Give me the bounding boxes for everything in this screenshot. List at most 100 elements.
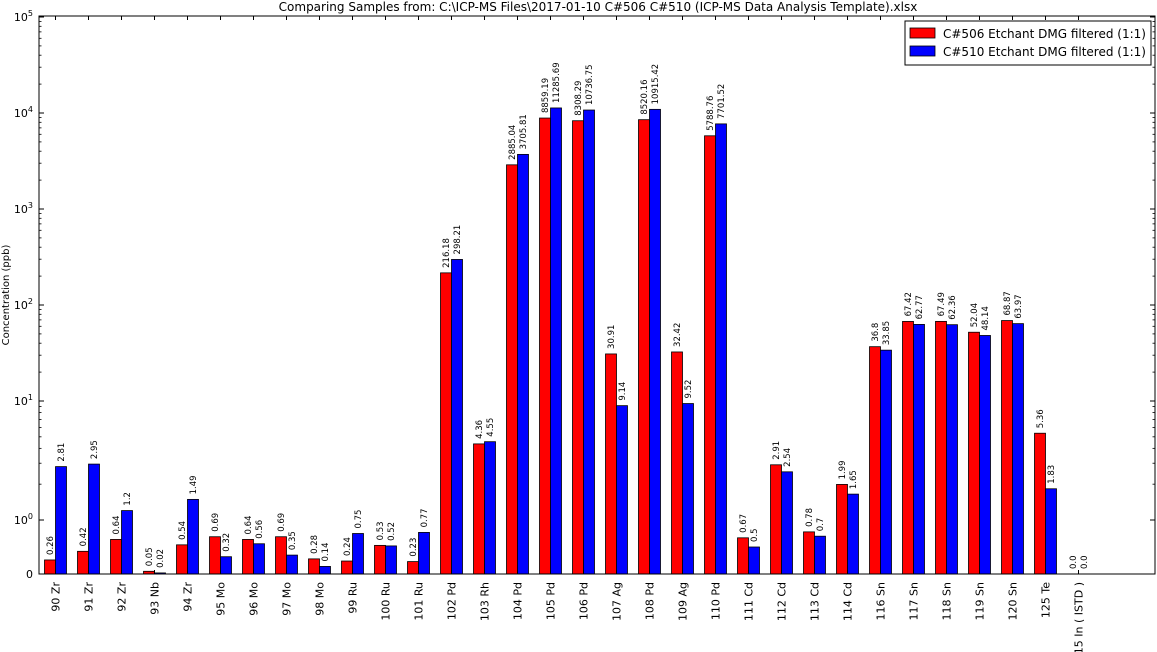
- bar-series1-9: [341, 560, 353, 575]
- bar-series1-24: [836, 484, 848, 575]
- data-label: 298.21: [453, 225, 463, 255]
- bar-series2-6: [253, 543, 265, 575]
- data-label: 52.04: [970, 303, 980, 327]
- y-tick-label: 100: [14, 512, 33, 527]
- data-label: 4.36: [475, 420, 485, 439]
- data-label: 0.02: [156, 549, 166, 568]
- x-tick-label: 90 Zr: [50, 582, 63, 612]
- bar-series1-8: [308, 558, 320, 575]
- y-tick-label: 103: [14, 201, 33, 216]
- bar-series2-24: [847, 493, 859, 575]
- legend-box: [904, 20, 1152, 66]
- legend-label: C#510 Etchant DMG filtered (1:1): [943, 45, 1146, 59]
- bar-series2-9: [352, 533, 364, 575]
- bar-series1-30: [1034, 432, 1046, 575]
- bar-series1-6: [242, 539, 254, 575]
- x-tick-label: 95 Mo: [215, 582, 228, 616]
- x-tick-label: 96 Mo: [248, 582, 261, 616]
- bar-series1-13: [473, 443, 485, 575]
- data-label: 67.49: [937, 292, 947, 316]
- x-tick-label: 111 Cd: [743, 582, 756, 621]
- data-label: 0.5: [750, 528, 760, 542]
- bar-series1-28: [968, 331, 980, 575]
- data-label: 8308.29: [574, 81, 584, 116]
- data-label: 68.87: [1003, 291, 1013, 315]
- data-label: 2885.04: [508, 125, 518, 160]
- bar-series1-11: [407, 561, 419, 575]
- y-tick-base: 10: [14, 11, 28, 24]
- bar-series2-20: [715, 123, 727, 575]
- bar-series1-25: [869, 346, 881, 575]
- bar-series1-1: [77, 550, 89, 575]
- bar-series2-29: [1012, 323, 1024, 575]
- bar-series1-12: [440, 272, 452, 575]
- data-label: 1.2: [123, 492, 133, 506]
- data-label: 67.42: [904, 292, 914, 316]
- x-tick-label: 115 In ( ISTD ): [1073, 582, 1086, 652]
- bar-series1-20: [704, 135, 716, 575]
- bar-series2-10: [385, 545, 397, 575]
- x-tick-label: 98 Mo: [314, 582, 327, 616]
- y-tick-base: 10: [14, 514, 28, 527]
- bar-series2-4: [187, 498, 199, 575]
- data-label: 5.36: [1036, 409, 1046, 428]
- bar-series1-4: [176, 544, 188, 575]
- data-label: 216.18: [442, 238, 452, 268]
- data-label: 4.55: [486, 418, 496, 437]
- data-label: 9.52: [684, 380, 694, 399]
- chart-title: Comparing Samples from: C:\ICP-MS Files\…: [279, 0, 918, 14]
- x-tick-label: 100 Ru: [380, 582, 393, 621]
- bar-series1-22: [770, 464, 782, 575]
- bar-series2-0: [55, 466, 67, 575]
- data-label: 0.56: [255, 520, 265, 539]
- x-tick-label: 116 Sn: [875, 582, 888, 620]
- bar-series2-21: [748, 546, 760, 575]
- bar-series1-21: [737, 537, 749, 575]
- bar-series2-18: [649, 108, 661, 575]
- legend: C#506 Etchant DMG filtered (1:1) C#510 Et…: [904, 20, 1152, 66]
- bar-series2-27: [946, 324, 958, 575]
- y-tick-base: 10: [14, 107, 28, 120]
- x-tick-label: 112 Cd: [776, 582, 789, 621]
- bar-series1-0: [44, 559, 56, 575]
- bar-series2-8: [319, 566, 331, 575]
- x-tick-label: 108 Pd: [644, 582, 657, 620]
- data-label: 8859.19: [541, 78, 551, 113]
- data-label: 1.83: [1047, 465, 1057, 484]
- y-tick-label: 105: [14, 9, 33, 24]
- bar-group: [44, 107, 1057, 575]
- data-label: 62.36: [948, 295, 958, 319]
- data-label: 0.69: [277, 513, 287, 532]
- bar-series1-7: [275, 536, 287, 575]
- bar-series2-1: [88, 463, 100, 575]
- bar-series2-25: [880, 349, 892, 575]
- bar-series1-10: [374, 544, 386, 575]
- legend-swatch: [909, 27, 936, 39]
- data-label: 0.67: [739, 514, 749, 533]
- bar-series2-15: [550, 107, 562, 575]
- data-label: 0.54: [178, 521, 188, 540]
- data-label: 0.64: [112, 516, 122, 535]
- y-axis-label: Concentration (ppb): [1, 245, 12, 346]
- plot-frame: [38, 15, 1156, 575]
- x-tick-label: 93 Nb: [149, 582, 162, 615]
- data-label: 48.14: [981, 306, 991, 330]
- x-tick-label: 106 Pd: [578, 582, 591, 620]
- data-label-group: 0.262.810.422.950.641.20.05 0.020.541.490…: [46, 62, 1090, 569]
- data-label: 7701.52: [717, 84, 727, 119]
- data-label: 3705.81: [519, 114, 529, 149]
- x-tick-label: 114 Cd: [842, 582, 855, 621]
- bar-series2-14: [517, 153, 529, 575]
- x-tick-label: 94 Zr: [182, 582, 195, 612]
- data-label: 2.54: [783, 448, 793, 467]
- x-tick-label: 113 Cd: [809, 582, 822, 621]
- x-tick-label: 120 Sn: [1007, 582, 1020, 620]
- data-label: 32.42: [673, 323, 683, 347]
- y-tick-exponent: 4: [28, 105, 33, 114]
- data-label: 10736.75: [585, 64, 595, 105]
- bar-series1-26: [902, 321, 914, 575]
- bar-series2-19: [682, 403, 694, 575]
- data-label: 0.32: [222, 533, 232, 552]
- bar-series1-29: [1001, 320, 1013, 575]
